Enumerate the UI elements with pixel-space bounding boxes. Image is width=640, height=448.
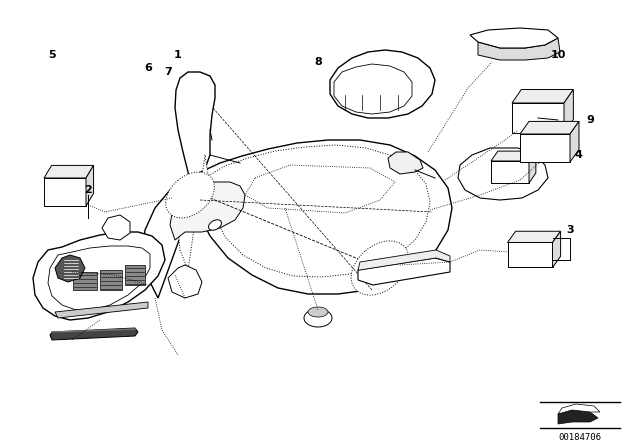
Polygon shape [564, 90, 573, 133]
Polygon shape [512, 90, 573, 103]
Polygon shape [570, 121, 579, 162]
Text: 1: 1 [174, 50, 182, 60]
Polygon shape [48, 246, 150, 310]
Polygon shape [529, 151, 536, 183]
Polygon shape [55, 302, 148, 318]
Polygon shape [178, 145, 430, 277]
Text: 00184706: 00184706 [559, 434, 602, 443]
Polygon shape [508, 242, 552, 267]
Polygon shape [73, 272, 97, 290]
Polygon shape [470, 28, 558, 48]
Polygon shape [388, 152, 423, 174]
Polygon shape [125, 265, 145, 285]
Polygon shape [102, 215, 130, 240]
Text: 4: 4 [574, 150, 582, 160]
Polygon shape [491, 161, 529, 183]
Text: 5: 5 [48, 50, 56, 60]
Polygon shape [520, 121, 579, 134]
Text: 6: 6 [144, 63, 152, 73]
Polygon shape [334, 64, 412, 114]
Polygon shape [142, 72, 452, 298]
Ellipse shape [308, 307, 328, 317]
Polygon shape [512, 103, 564, 133]
Ellipse shape [304, 309, 332, 327]
Polygon shape [508, 231, 561, 242]
Text: 9: 9 [586, 115, 594, 125]
Polygon shape [44, 178, 86, 206]
Polygon shape [358, 258, 450, 285]
Polygon shape [558, 404, 600, 414]
Text: 10: 10 [550, 50, 566, 60]
Polygon shape [170, 182, 245, 240]
Polygon shape [478, 38, 560, 60]
Polygon shape [458, 148, 548, 200]
Polygon shape [358, 250, 450, 270]
Text: 7: 7 [164, 67, 172, 77]
Text: 8: 8 [314, 57, 322, 67]
Polygon shape [50, 328, 138, 340]
Polygon shape [55, 255, 85, 282]
Text: 2: 2 [84, 185, 92, 195]
Polygon shape [491, 151, 536, 161]
Ellipse shape [166, 172, 214, 218]
Ellipse shape [209, 220, 221, 230]
Polygon shape [44, 165, 93, 178]
Polygon shape [552, 231, 561, 267]
Polygon shape [558, 410, 598, 424]
Polygon shape [100, 270, 122, 290]
Polygon shape [245, 165, 395, 213]
Text: 3: 3 [566, 225, 574, 235]
Polygon shape [86, 165, 93, 206]
Polygon shape [520, 134, 570, 162]
Polygon shape [330, 50, 435, 118]
Ellipse shape [351, 241, 409, 295]
Polygon shape [33, 232, 165, 320]
Polygon shape [168, 265, 202, 298]
